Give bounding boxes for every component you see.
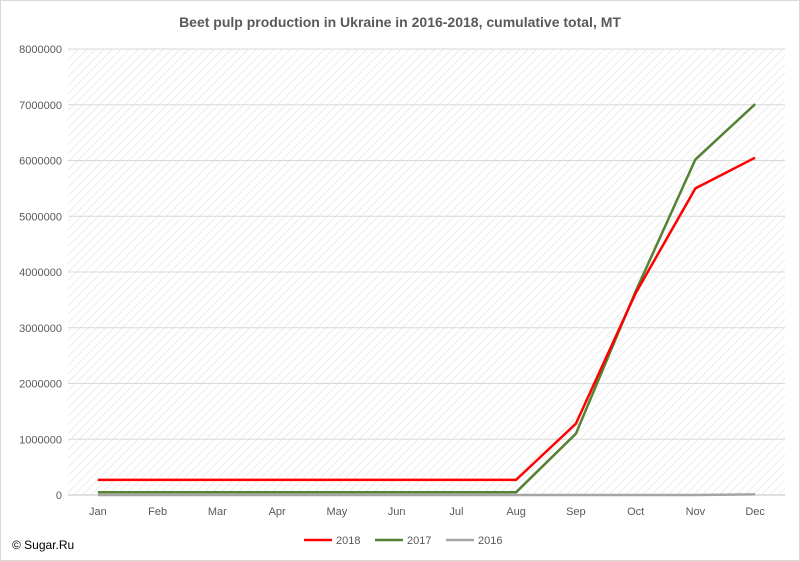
- x-tick-label: Apr: [269, 506, 286, 518]
- x-tick-label: Jun: [388, 506, 406, 518]
- y-tick-label: 3000000: [19, 323, 62, 335]
- x-axis-ticks: Jan Feb Mar Apr May Jun Jul Aug Sep Oct Nov Dec: [89, 506, 765, 518]
- series-line-2016: [97, 493, 756, 497]
- y-tick-label: 6000000: [19, 156, 62, 168]
- y-tick-label: 5000000: [19, 211, 62, 223]
- x-tick-label: Nov: [686, 506, 706, 518]
- x-tick-label: Jan: [89, 506, 107, 518]
- legend: 2018 2017 2016: [304, 535, 502, 547]
- legend-label: 2018: [336, 535, 360, 547]
- chart-title: Beet pulp production in Ukraine in 2016-…: [179, 14, 621, 30]
- y-tick-label: 1000000: [19, 434, 62, 446]
- series-line-2017: [97, 103, 756, 494]
- x-tick-label: Aug: [506, 506, 526, 518]
- legend-label: 2016: [478, 535, 502, 547]
- copyright-text: © Sugar.Ru: [12, 538, 75, 552]
- x-tick-label: Mar: [208, 506, 227, 518]
- x-tick-label: Sep: [566, 506, 586, 518]
- y-tick-label: 0: [56, 490, 62, 502]
- gridlines: [68, 48, 785, 440]
- y-tick-label: 2000000: [19, 379, 62, 391]
- series-line-2018: [97, 156, 756, 482]
- y-axis-ticks: 0 1000000 2000000 3000000 4000000 5000000 6000…: [19, 44, 62, 502]
- x-tick-label: May: [326, 506, 347, 518]
- y-tick-label: 7000000: [19, 100, 62, 112]
- x-tick-label: Jul: [449, 506, 463, 518]
- series-lines: [97, 103, 756, 497]
- x-tick-label: Feb: [148, 506, 167, 518]
- x-tick-label: Oct: [627, 506, 644, 518]
- x-tick-label: Dec: [745, 506, 765, 518]
- y-tick-label: 4000000: [19, 267, 62, 279]
- legend-label: 2017: [407, 535, 431, 547]
- y-tick-label: 8000000: [19, 44, 62, 56]
